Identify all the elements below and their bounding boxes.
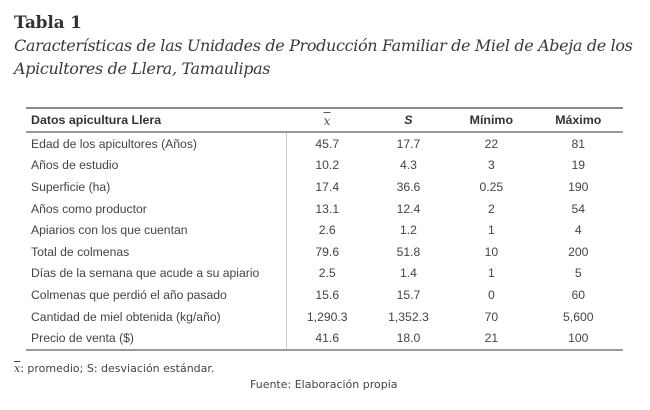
- cell-min: 2: [487, 201, 495, 216]
- table-row: Apiarios con los que cuentan 2.6 1.2 1 4: [26, 219, 623, 241]
- header-sd: S: [367, 107, 450, 133]
- table-row: Total de colmenas 79.6 51.8 10 200: [26, 240, 623, 263]
- cell-min: 21: [449, 327, 534, 351]
- cell-mean: 2.6: [318, 223, 336, 238]
- cell-min: 22: [484, 136, 499, 151]
- row-label: Colmenas que perdió el año pasado: [26, 284, 287, 306]
- footnote-text: : promedio; S: desviación estándar.: [20, 362, 215, 375]
- cell-sd: 1.2: [399, 223, 417, 238]
- cell-sd: 12.4: [396, 201, 421, 216]
- row-label: Apiarios con los que cuentan: [26, 219, 287, 241]
- table-number: Tabla 1: [14, 13, 82, 33]
- cell-min: 70: [484, 309, 499, 324]
- header-max: Máximo: [533, 107, 623, 133]
- table-row: Superficie (ha) 17.4 36.6 0.25 190: [26, 176, 623, 198]
- data-table-container: Datos apicultura Llera x S Mínimo Máximo…: [26, 107, 623, 351]
- cell-max: 5: [574, 266, 582, 281]
- cell-mean: 15.6: [315, 287, 340, 302]
- table-row: Precio de venta ($) 41.6 18.0 21 100: [26, 327, 623, 351]
- cell-mean: 17.4: [315, 179, 340, 194]
- table-row: Cantidad de miel obtenida (kg/año) 1,290…: [26, 305, 623, 328]
- row-label: Cantidad de miel obtenida (kg/año): [26, 305, 287, 328]
- cell-max: 60: [571, 287, 586, 302]
- table-header-row: Datos apicultura Llera x S Mínimo Máximo: [26, 107, 623, 133]
- cell-max: 81: [571, 136, 586, 151]
- mean-symbol: x: [323, 112, 331, 128]
- cell-mean: 79.6: [315, 244, 340, 259]
- row-label: Años de estudio: [26, 154, 287, 177]
- cell-min: 0: [487, 287, 495, 302]
- table-caption: Características de las Unidades de Produ…: [14, 36, 633, 78]
- cell-mean: 1,290.3: [306, 309, 348, 324]
- mean-symbol: x: [14, 362, 21, 375]
- cell-min: 1: [487, 223, 495, 238]
- row-label: Días de la semana que acude a su apiario: [26, 262, 287, 285]
- row-label: Edad de los apicultores (Años): [26, 132, 287, 155]
- cell-min: 10: [484, 244, 499, 259]
- cell-max: 54: [571, 201, 586, 216]
- cell-max: 190: [568, 179, 589, 194]
- cell-mean: 10.2: [315, 158, 340, 173]
- table-title-block: Tabla 1 Características de las Unidades …: [14, 12, 644, 80]
- cell-min: 0.25: [479, 179, 504, 194]
- row-label: Superficie (ha): [26, 176, 287, 198]
- cell-sd: 51.8: [396, 244, 421, 259]
- cell-max: 5,600: [563, 309, 594, 324]
- header-datos: Datos apicultura Llera: [26, 107, 287, 133]
- cell-mean: 13.1: [315, 201, 340, 216]
- cell-mean: 41.6: [286, 327, 368, 351]
- header-min: Mínimo: [449, 107, 534, 133]
- cell-max: 100: [533, 327, 623, 351]
- header-mean: x: [286, 107, 368, 133]
- cell-sd: 4.3: [399, 158, 417, 173]
- cell-sd: 1.4: [399, 266, 417, 281]
- cell-sd: 17.7: [396, 136, 421, 151]
- data-table: Datos apicultura Llera x S Mínimo Máximo…: [26, 107, 623, 351]
- source-note: Fuente: Elaboración propia: [250, 378, 398, 391]
- cell-min: 3: [487, 158, 495, 173]
- cell-sd: 36.6: [396, 179, 421, 194]
- row-label: Años como productor: [26, 197, 287, 220]
- row-label: Precio de venta ($): [26, 327, 287, 351]
- table-row: Edad de los apicultores (Años) 45.7 17.7…: [26, 132, 623, 155]
- cell-sd: 1,352.3: [388, 309, 429, 324]
- cell-mean: 2.5: [318, 266, 336, 281]
- table-row: Años de estudio 10.2 4.3 3 19: [26, 154, 623, 177]
- cell-max: 200: [568, 244, 589, 259]
- cell-sd: 18.0: [367, 327, 450, 351]
- table-footnote: x: promedio; S: desviación estándar.: [14, 362, 214, 375]
- table-row: Colmenas que perdió el año pasado 15.6 1…: [26, 284, 623, 306]
- cell-max: 4: [574, 223, 582, 238]
- row-label: Total de colmenas: [26, 240, 287, 263]
- cell-min: 1: [487, 266, 495, 281]
- table-row: Años como productor 13.1 12.4 2 54: [26, 197, 623, 220]
- cell-sd: 15.7: [396, 287, 421, 302]
- table-row: Días de la semana que acude a su apiario…: [26, 262, 623, 285]
- cell-mean: 45.7: [315, 136, 340, 151]
- cell-max: 19: [571, 158, 586, 173]
